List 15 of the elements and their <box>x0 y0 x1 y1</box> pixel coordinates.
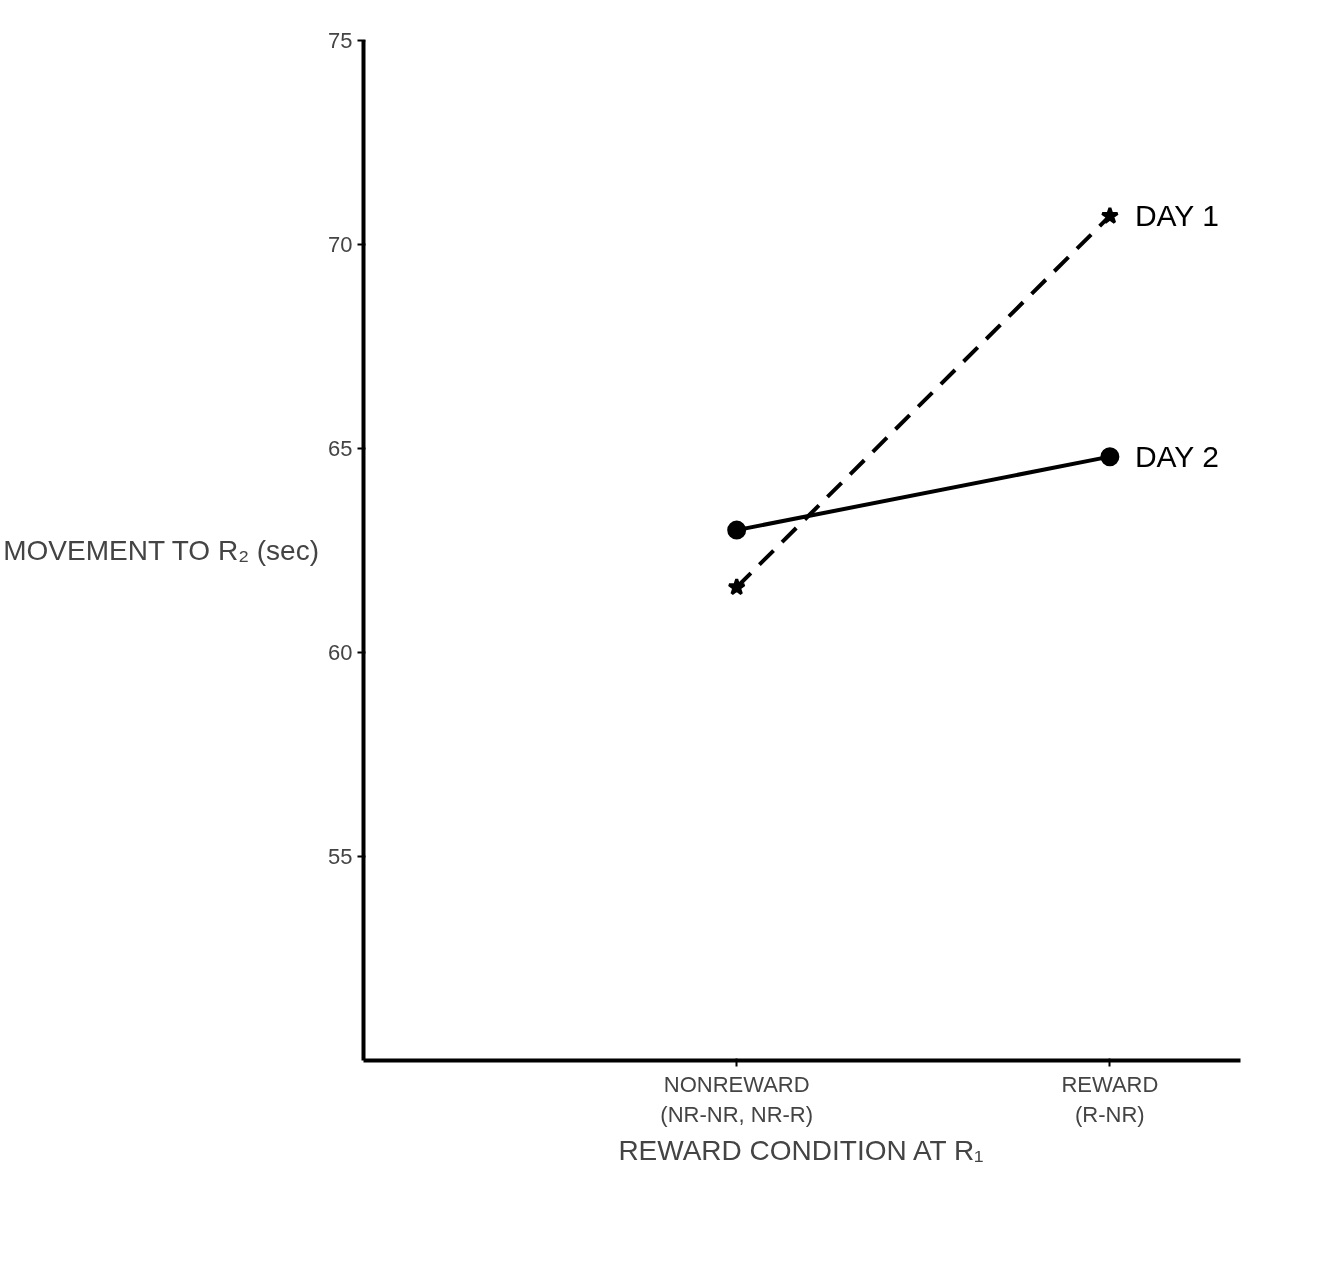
series-label: DAY 2 <box>1134 440 1219 474</box>
x-axis-title: REWARD CONDITION AT R₁ <box>618 1134 984 1166</box>
y-tick-label: 75 <box>328 28 353 53</box>
y-axis-title: MOVEMENT TO R₂ (sec) <box>3 535 320 566</box>
x-tick-label: REWARD (R-NR) <box>1061 1071 1159 1127</box>
y-tick-label: 55 <box>328 844 353 869</box>
point <box>727 577 746 596</box>
point <box>727 520 747 540</box>
y-tick-label: 65 <box>328 436 353 461</box>
y-tick-label: 70 <box>328 232 353 257</box>
point <box>1100 206 1119 224</box>
y-tick-label: 60 <box>328 640 353 665</box>
series-label: DAY 1 <box>1134 199 1219 233</box>
x-tick-label: NONREWARD (NR-NR, NR-R) <box>660 1071 814 1127</box>
point <box>1100 447 1120 467</box>
